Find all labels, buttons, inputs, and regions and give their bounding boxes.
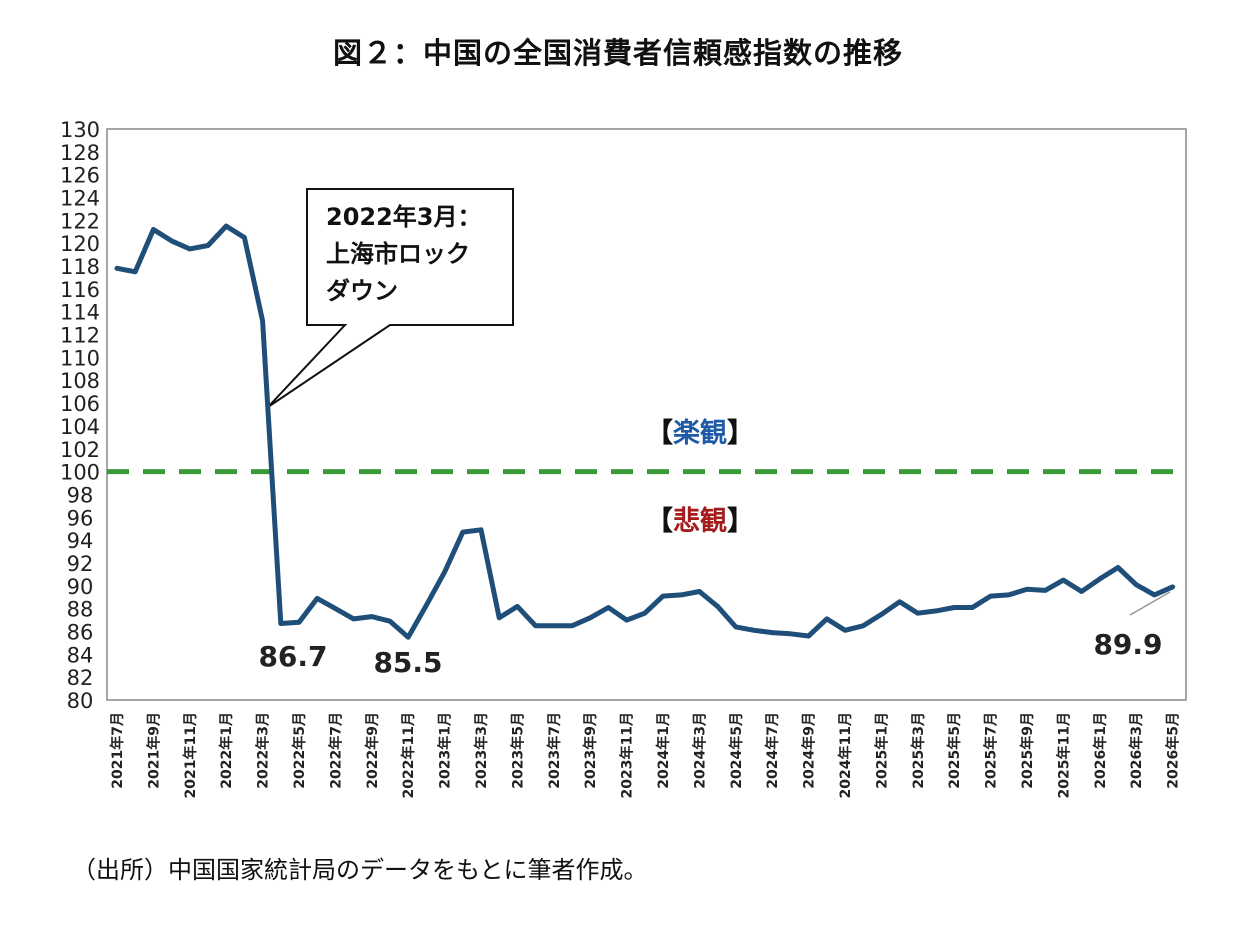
x-tick-label: 2024年11月	[837, 712, 854, 798]
chart-title: 図２：中国の全国消費者信頼感指数の推移	[332, 36, 903, 70]
optimism-label: 【楽観】	[646, 417, 754, 449]
pessimism-word: 悲観	[673, 505, 727, 537]
y-tick-label: 88	[67, 598, 94, 622]
x-tick-label: 2022年9月	[364, 712, 381, 789]
x-tick-label: 2025年1月	[873, 712, 890, 789]
callout-line-3: ダウン	[326, 277, 398, 305]
x-tick-label: 2023年7月	[546, 712, 563, 789]
y-tick-label: 100	[60, 461, 100, 485]
x-tick-label: 2024年9月	[801, 712, 818, 789]
optimism-bracket-open: 【	[646, 418, 673, 449]
pessimism-bracket-open: 【	[646, 506, 673, 537]
y-tick-label: 110	[60, 346, 100, 370]
x-tick-label: 2022年1月	[218, 712, 235, 789]
x-tick-label: 2023年9月	[582, 712, 599, 789]
data-label-2022-04: 86.7	[258, 640, 327, 673]
optimism-bracket-close: 】	[727, 418, 754, 449]
y-tick-label: 116	[60, 278, 100, 302]
x-tick-label: 2024年7月	[764, 712, 781, 789]
y-tick-label: 124	[60, 187, 100, 211]
y-tick-label: 114	[60, 301, 100, 325]
x-tick-label: 2023年11月	[619, 712, 636, 798]
x-tick-label: 2021年9月	[145, 712, 162, 789]
pessimism-bracket-close: 】	[727, 506, 754, 537]
y-tick-label: 84	[67, 643, 94, 667]
y-tick-label: 128	[60, 141, 100, 165]
y-tick-label: 98	[67, 483, 94, 507]
x-tick-label: 2025年7月	[983, 712, 1000, 789]
x-tick-label: 2023年5月	[509, 712, 526, 789]
y-tick-label: 130	[60, 118, 100, 142]
optimism-word: 楽観	[673, 417, 727, 449]
y-tick-label: 102	[60, 438, 100, 462]
y-tick-label: 126	[60, 164, 100, 188]
x-tick-label: 2023年1月	[437, 712, 454, 789]
y-tick-label: 104	[60, 415, 100, 439]
x-tick-label: 2023年3月	[473, 712, 490, 789]
y-tick-label: 108	[60, 369, 100, 393]
x-tick-label: 2026年5月	[1165, 712, 1182, 789]
data-label-2026-05: 89.9	[1093, 628, 1162, 661]
pessimism-label: 【悲観】	[646, 505, 754, 537]
callout-line-1: 2022年3月：	[326, 203, 482, 231]
y-tick-label: 118	[60, 255, 100, 279]
y-tick-label: 106	[60, 392, 100, 416]
series-line	[114, 223, 1176, 640]
x-tick-label: 2025年11月	[1055, 712, 1072, 798]
data-label-2022-11: 85.5	[373, 646, 442, 679]
source-note: （出所）中国国家統計局のデータをもとに筆者作成。	[72, 856, 648, 884]
y-tick-label: 112	[60, 324, 100, 348]
x-tick-label: 2025年3月	[910, 712, 927, 789]
x-tick-label: 2021年11月	[182, 712, 199, 798]
x-tick-label: 2021年7月	[109, 712, 126, 789]
y-tick-label: 96	[67, 506, 94, 530]
last-point-leader-line	[1129, 591, 1171, 616]
callout-line-2: 上海市ロック	[326, 240, 470, 268]
x-tick-label: 2024年5月	[728, 712, 745, 789]
callout: 2022年3月： 上海市ロック ダウン	[267, 188, 514, 408]
x-tick-label: 2026年3月	[1128, 712, 1145, 789]
x-tick-label: 2022年3月	[255, 712, 272, 789]
x-tick-label: 2024年1月	[655, 712, 672, 789]
x-tick-label: 2022年7月	[327, 712, 344, 789]
y-tick-label: 80	[67, 689, 94, 713]
y-tick-label: 94	[67, 529, 94, 553]
y-tick-label: 92	[67, 552, 94, 576]
y-tick-label: 82	[67, 666, 94, 690]
x-tick-label: 2024年3月	[691, 712, 708, 789]
y-axis: 8082848688909294969810010210410610811011…	[60, 118, 100, 713]
y-tick-label: 86	[67, 620, 94, 644]
y-tick-label: 120	[60, 232, 100, 256]
plot-area-frame	[106, 128, 1187, 701]
x-axis: 2021年7月 2021年9月 2021年11月 2022年1月 2022年3月 2022…	[109, 712, 1182, 798]
x-tick-label: 2025年9月	[1019, 712, 1036, 789]
x-tick-label: 2022年5月	[291, 712, 308, 789]
x-tick-label: 2026年1月	[1092, 712, 1109, 789]
y-tick-label: 122	[60, 209, 100, 233]
x-tick-label: 2025年5月	[946, 712, 963, 789]
x-tick-label: 2022年11月	[400, 712, 417, 798]
callout-box	[267, 188, 514, 408]
y-tick-label: 90	[67, 575, 94, 599]
